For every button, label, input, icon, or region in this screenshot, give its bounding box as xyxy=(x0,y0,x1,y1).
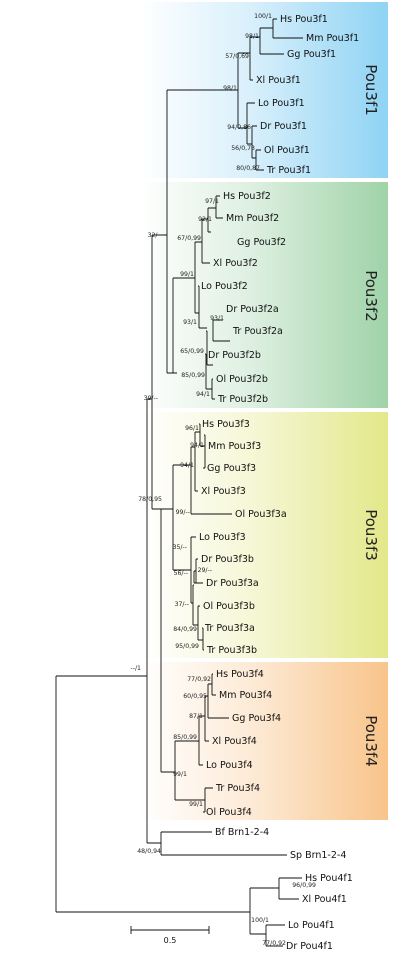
leaf-label: Xl Pou3f2 xyxy=(213,258,258,269)
scale-bar-line xyxy=(130,926,210,934)
clade-label-pou3f3: Pou3f3 xyxy=(362,509,380,561)
leaf-label: Ol Pou3f3a xyxy=(235,509,287,520)
support-value: 56/0,73 xyxy=(231,145,255,152)
leaf-label: Hs Pou3f1 xyxy=(280,14,328,25)
support-value: 94/0,86 xyxy=(227,124,251,131)
support-value: 99/1 xyxy=(180,271,194,278)
leaf-label: Xl Pou3f4 xyxy=(212,736,257,747)
support-value: 87/1 xyxy=(189,713,203,720)
leaf-label: Bf Brn1-2-4 xyxy=(215,827,269,838)
clade-band-pou3f3 xyxy=(140,412,388,658)
clade-label-pou3f4: Pou3f4 xyxy=(362,715,380,767)
leaf-label: Ol Pou3f2b xyxy=(216,374,268,385)
leaf-label: Xl Pou3f3 xyxy=(201,486,246,497)
leaf-label: Dr Pou4f1 xyxy=(286,941,333,952)
leaf-label: Mm Pou3f4 xyxy=(219,690,272,701)
leaf-label: Tr Pou3f1 xyxy=(266,165,311,176)
support-value: 96/0,99 xyxy=(292,882,316,889)
leaf-label: Lo Pou4f1 xyxy=(288,920,335,931)
support-value: 98/1 xyxy=(223,85,237,92)
leaf-label: Xl Pou4f1 xyxy=(302,894,347,905)
support-value: 85/0,99 xyxy=(173,734,197,741)
support-values: 100/1 98/1 57/0,69 98/1 94/0,86 56/0,73 … xyxy=(131,13,317,947)
leaf-label: Xl Pou3f1 xyxy=(256,75,301,86)
leaf-label: Ol Pou3f1 xyxy=(264,145,310,156)
leaf-label: Gg Pou3f4 xyxy=(232,713,281,724)
support-value: 39/-- xyxy=(144,395,158,402)
leaf-label: Tr Pou3f2a xyxy=(232,326,283,337)
support-value: 80/0,87 xyxy=(236,165,260,172)
leaf-label: Dr Pou3f2a xyxy=(226,304,279,315)
leaf-label: Mm Pou3f3 xyxy=(208,441,261,452)
support-value: 94/1 xyxy=(196,391,210,398)
support-value: 97/1 xyxy=(205,198,219,205)
support-value: 96/1 xyxy=(185,425,199,432)
support-value: 57/0,69 xyxy=(225,53,249,60)
support-value: 37/-- xyxy=(175,601,189,608)
leaf-label: Dr Pou3f2b xyxy=(208,350,261,361)
support-value: 65/0,99 xyxy=(180,348,204,355)
leaf-label: Hs Pou3f3 xyxy=(202,419,250,430)
leaf-label: Lo Pou3f2 xyxy=(201,281,248,292)
leaf-label: Tr Pou3f3b xyxy=(206,645,257,656)
support-value: 60/0,95 xyxy=(183,693,207,700)
support-value: 93/1 xyxy=(183,319,197,326)
leaf-label: Tr Pou3f4 xyxy=(215,783,260,794)
leaf-label: Ol Pou3f4 xyxy=(206,807,252,818)
support-value: 85/0,99 xyxy=(181,372,205,379)
leaf-label: Tr Pou3f2b xyxy=(217,394,268,405)
leaf-label: Tr Pou3f3a xyxy=(204,623,255,634)
support-value: 92/1 xyxy=(198,216,212,223)
tree-branches xyxy=(55,18,303,947)
support-value: 48/0,94 xyxy=(137,848,161,855)
leaf-label: Hs Pou3f2 xyxy=(223,191,271,202)
leaf-label: Mm Pou3f2 xyxy=(226,213,279,224)
leaf-labels: Hs Pou3f1 Mm Pou3f1 Gg Pou3f1 Xl Pou3f1 … xyxy=(199,14,359,952)
scale-bar-label: 0.5 xyxy=(164,936,177,945)
leaf-label: Dr Pou3f3a xyxy=(206,578,259,589)
support-value: 35/-- xyxy=(173,544,187,551)
support-value: 77/0,92 xyxy=(187,676,211,683)
leaf-label: Hs Pou3f4 xyxy=(216,669,264,680)
leaf-label: Dr Pou3f3b xyxy=(201,554,254,565)
leaf-label: Gg Pou3f2 xyxy=(237,237,286,248)
support-value: 29/-- xyxy=(198,567,212,574)
clade-band-pou3f2 xyxy=(140,182,388,408)
leaf-label: Dr Pou3f1 xyxy=(260,121,307,132)
support-value: 78/0,95 xyxy=(138,496,162,503)
leaf-label: Gg Pou3f1 xyxy=(287,49,336,60)
leaf-label: Lo Pou3f3 xyxy=(199,532,246,543)
leaf-label: Lo Pou3f1 xyxy=(258,98,305,109)
support-value: 56/-- xyxy=(174,570,188,577)
leaf-label: Hs Pou4f1 xyxy=(305,873,353,884)
support-value: 84/0,99 xyxy=(173,626,197,633)
support-value: 93/1 xyxy=(210,315,224,322)
support-value: 99/1 xyxy=(173,771,187,778)
support-value: 94/1 xyxy=(190,442,204,449)
leaf-label: Gg Pou3f3 xyxy=(207,463,256,474)
support-value: 32/-- xyxy=(148,232,162,239)
support-value: 98/1 xyxy=(245,33,259,40)
support-value: 99/1 xyxy=(189,801,203,808)
leaf-label: Lo Pou3f4 xyxy=(206,760,253,771)
clade-label-pou3f2: Pou3f2 xyxy=(362,270,380,322)
support-value: 77/0,92 xyxy=(262,940,286,947)
clade-label-pou3f1: Pou3f1 xyxy=(362,64,380,116)
support-value: 99/-- xyxy=(176,509,190,516)
support-value: 100/1 xyxy=(251,917,269,924)
leaf-label: Ol Pou3f3b xyxy=(203,601,255,612)
support-value: 95/0,99 xyxy=(175,643,199,650)
support-value: 100/1 xyxy=(254,13,272,20)
support-value: 67/0,99 xyxy=(177,235,201,242)
support-value: --/1 xyxy=(131,665,142,672)
leaf-label: Sp Brn1-2-4 xyxy=(290,850,346,861)
support-value: 94/1 xyxy=(180,462,194,469)
leaf-label: Mm Pou3f1 xyxy=(306,33,359,44)
